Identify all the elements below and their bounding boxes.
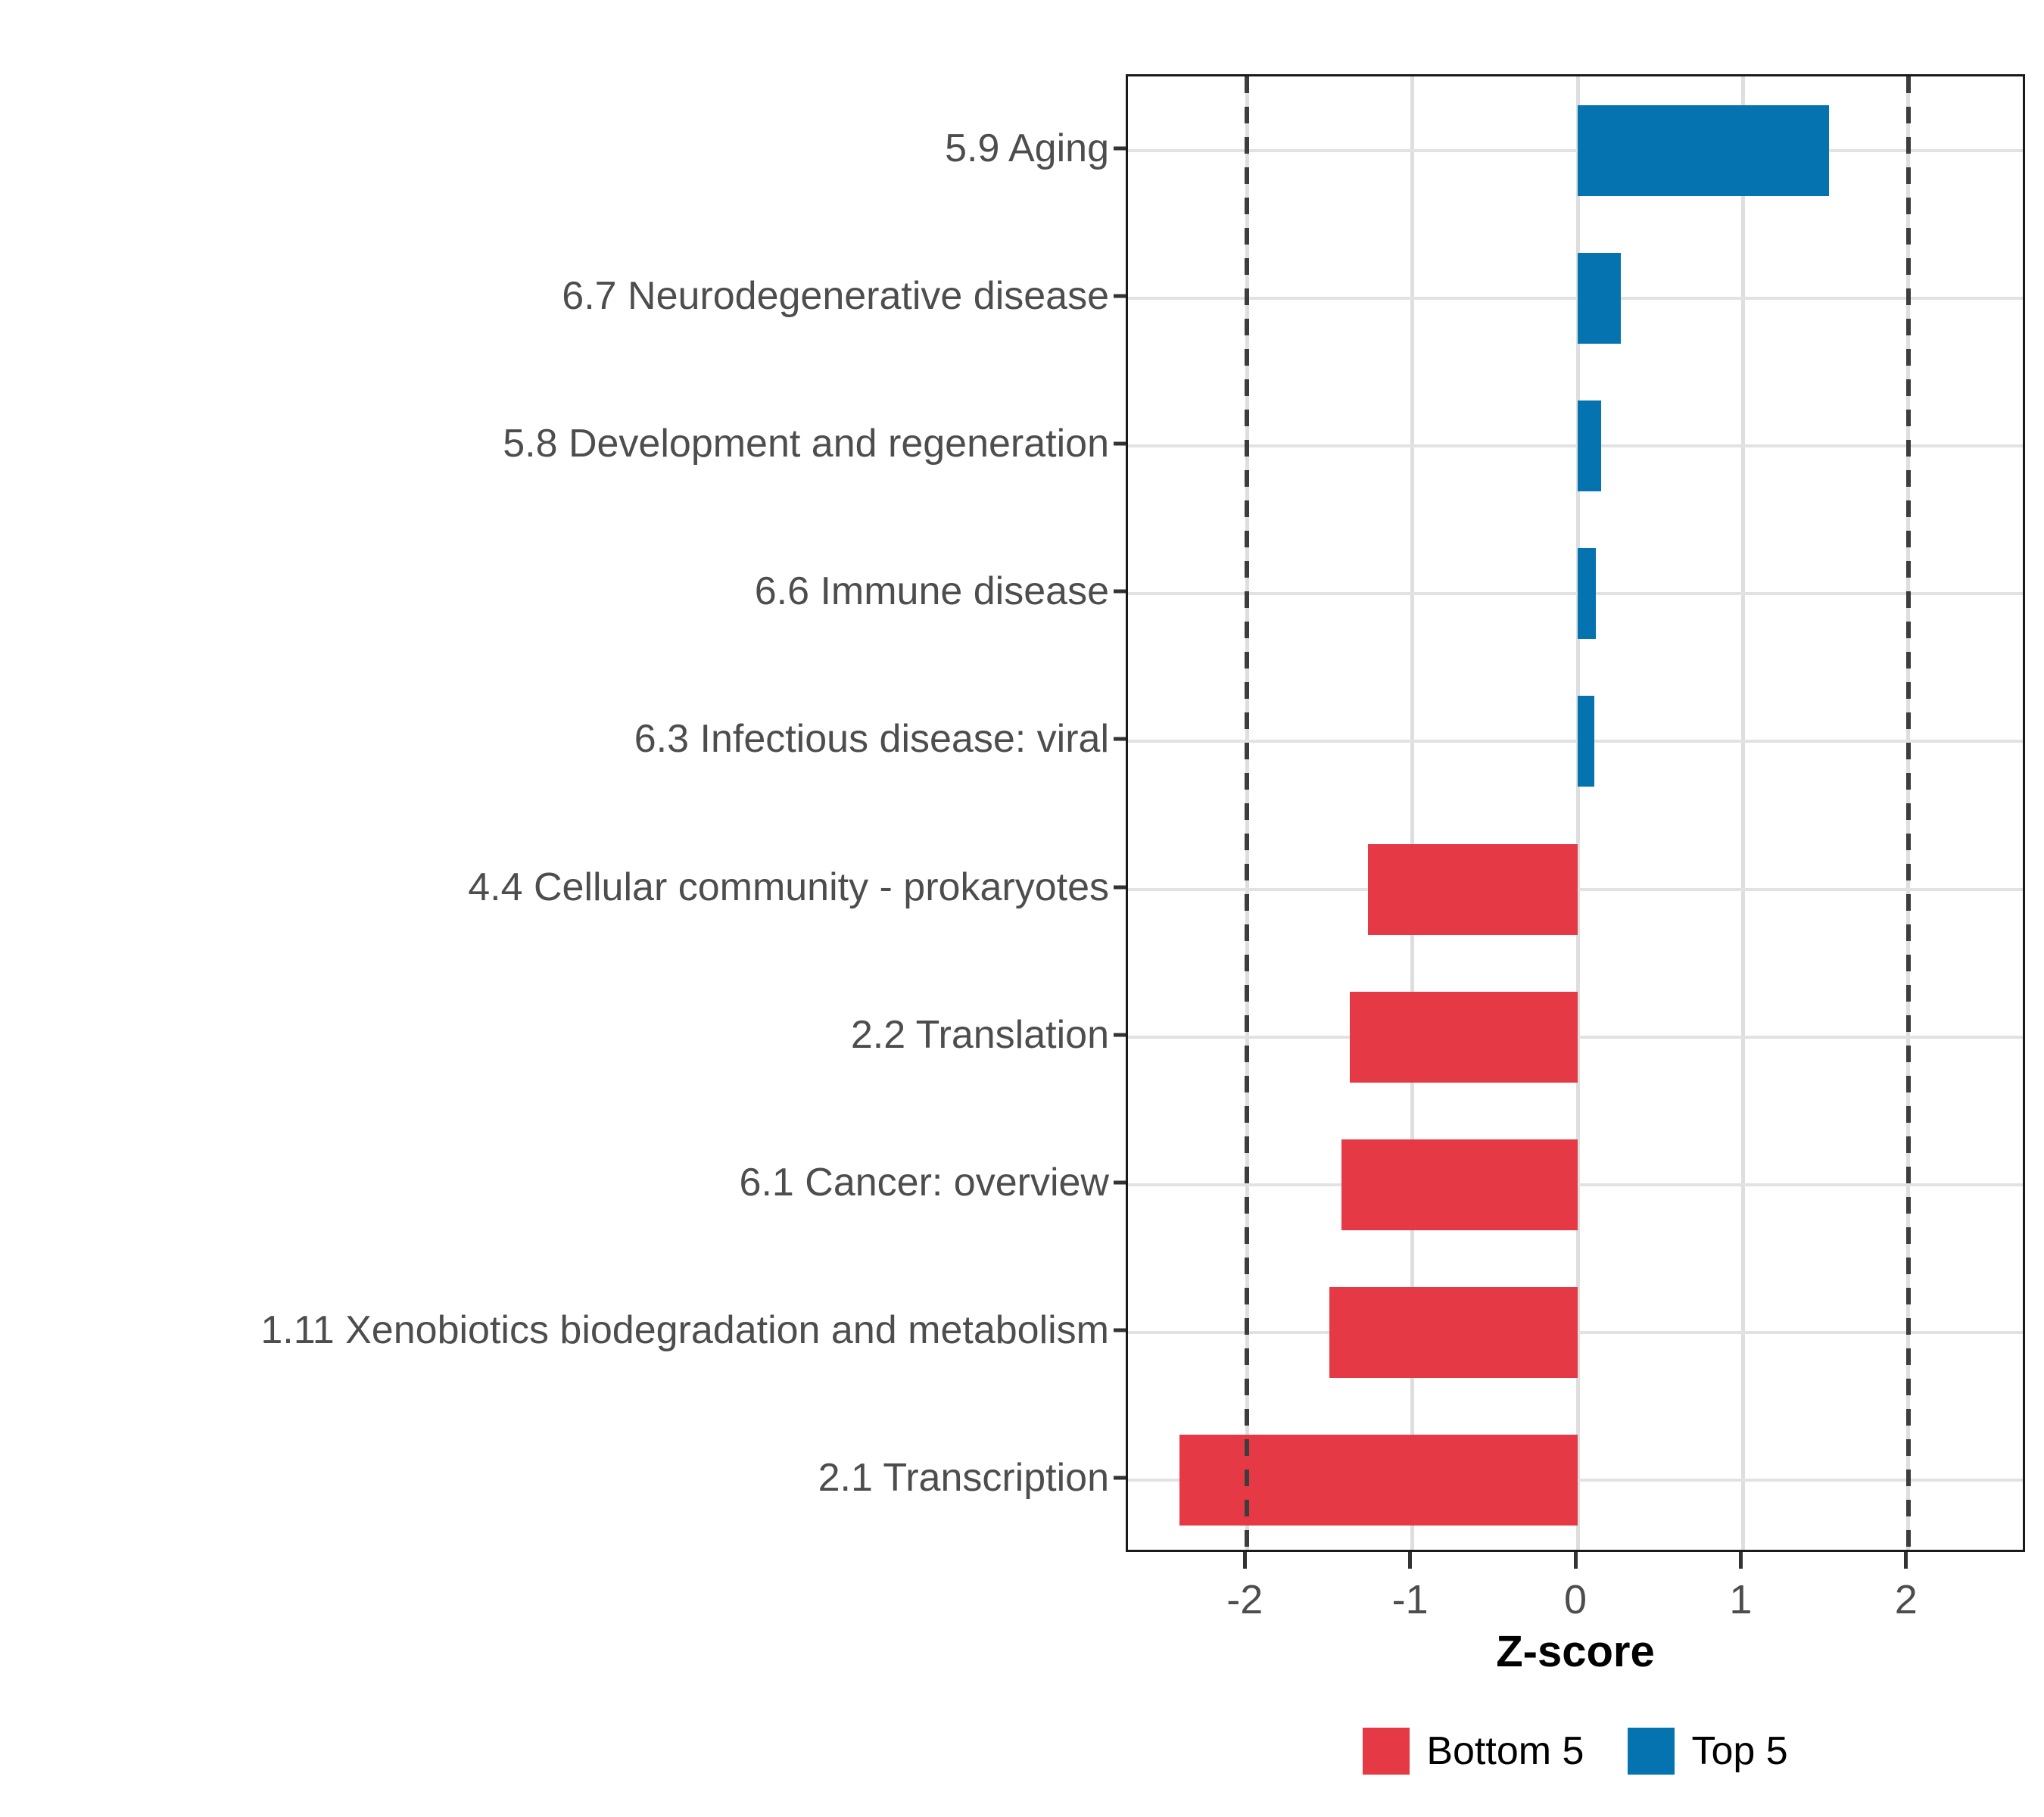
- y-axis-tick: [1114, 1476, 1126, 1480]
- y-axis-tick: [1114, 1180, 1126, 1185]
- x-axis-tick: [1408, 1552, 1413, 1569]
- x-axis-tick-label: -2: [1226, 1577, 1263, 1622]
- legend-swatch: [1628, 1728, 1675, 1775]
- x-axis-tick: [1573, 1552, 1578, 1569]
- y-axis-tick-label: 2.2 Translation: [850, 1012, 1109, 1057]
- y-axis-tick: [1114, 294, 1126, 298]
- y-axis-tick-label: 5.8 Development and regeneration: [503, 422, 1109, 466]
- x-axis-tick-label: 0: [1563, 1577, 1588, 1622]
- y-axis-tick-label: 6.1 Cancer: overview: [739, 1161, 1109, 1205]
- gridline-horizontal: [1128, 740, 2023, 743]
- y-axis-tick-label: 6.3 Infectious disease: viral: [634, 717, 1109, 762]
- bar: [1329, 1287, 1578, 1379]
- gridline-horizontal: [1128, 296, 2023, 300]
- bar: [1578, 400, 1601, 491]
- gridline-horizontal: [1128, 592, 2023, 596]
- y-axis-tick: [1114, 737, 1126, 741]
- bar: [1367, 843, 1578, 935]
- bar: [1578, 104, 1829, 196]
- legend-item[interactable]: Bottom 5: [1363, 1728, 1584, 1775]
- gridline-horizontal: [1128, 148, 2023, 152]
- legend-item[interactable]: Top 5: [1628, 1728, 1788, 1775]
- plot-area: [1126, 74, 2025, 1552]
- y-axis-tick: [1114, 589, 1126, 594]
- legend-swatch: [1363, 1728, 1410, 1775]
- plot-inner: [1128, 76, 2023, 1550]
- y-axis-tick-label: 2.1 Transcription: [818, 1456, 1109, 1501]
- legend-label: Bottom 5: [1426, 1729, 1584, 1773]
- gridline-vertical: [1740, 76, 1745, 1550]
- y-axis-tick: [1114, 1033, 1126, 1037]
- x-axis-tick: [1904, 1552, 1908, 1569]
- gridline-vertical: [1410, 76, 1415, 1550]
- reference-line: [1905, 76, 1911, 1550]
- bar: [1349, 991, 1578, 1083]
- bar: [1341, 1139, 1578, 1230]
- bar: [1179, 1435, 1578, 1526]
- y-axis-tick-label: 6.7 Neurodegenerative disease: [562, 273, 1109, 318]
- x-axis-title: Z-score: [1496, 1627, 1655, 1676]
- gridline-vertical: [1575, 76, 1580, 1550]
- y-axis-tick-label: 6.6 Immune disease: [754, 569, 1109, 614]
- bar: [1578, 548, 1597, 640]
- bar: [1578, 252, 1621, 344]
- y-axis-tick: [1114, 441, 1126, 446]
- x-axis-tick-label: -1: [1391, 1577, 1429, 1622]
- x-axis-tick-label: 2: [1894, 1577, 1918, 1622]
- y-axis-tick-label: 1.11 Xenobiotics biodegradation and meta…: [260, 1308, 1109, 1353]
- y-axis-tick-label: 5.9 Aging: [945, 126, 1109, 170]
- y-axis-tick: [1114, 146, 1126, 151]
- x-axis-tick: [1738, 1552, 1743, 1569]
- gridline-horizontal: [1128, 444, 2023, 447]
- legend-label: Top 5: [1691, 1729, 1788, 1773]
- x-axis-tick: [1242, 1552, 1247, 1569]
- y-axis-tick: [1114, 1328, 1126, 1332]
- x-axis-tick-label: 1: [1729, 1577, 1753, 1622]
- y-axis-tick-label: 4.4 Cellular community - prokaryotes: [468, 865, 1109, 909]
- chart-legend: Bottom 5 Top 5: [1126, 1728, 2025, 1775]
- y-axis-tick: [1114, 885, 1126, 890]
- reference-line: [1245, 76, 1250, 1550]
- bar: [1578, 696, 1594, 787]
